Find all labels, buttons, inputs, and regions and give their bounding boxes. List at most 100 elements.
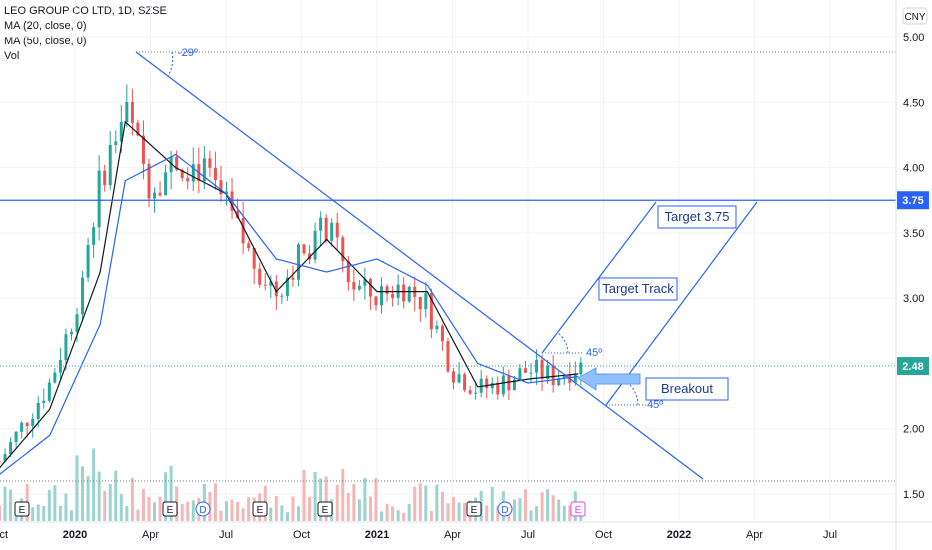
candle-body [169,156,173,173]
volume-bar [236,501,240,521]
x-tick-label: Jul [219,529,233,541]
y-tick-label: 1.50 [903,489,924,501]
target-track-label-box [598,277,678,301]
legend-ma20: MA (20, close, 0) [4,20,87,32]
x-tick-label: Apr [142,529,159,541]
target-label: Target 3.75 [664,209,729,224]
volume-bar [186,501,190,521]
candle-body [302,244,306,254]
volume-bar [363,477,367,521]
candle-body [25,422,29,427]
currency-button-label: CNY [904,12,925,23]
candle-body [75,314,79,332]
volume-bar [103,490,107,521]
volume-bar [435,484,439,521]
candle-body [313,230,317,260]
dividend-marker [195,501,211,517]
candle-body [291,277,295,280]
volume-bar [396,510,400,521]
volume-bar [296,506,300,521]
x-tick-label: Jul [823,529,837,541]
volume-bar [285,512,289,521]
x-tick-label: 2021 [365,529,389,541]
candle-body [81,277,85,315]
volume-bar [219,510,223,521]
volume-bar [385,503,389,521]
x-tick-label: 2020 [63,529,87,541]
volume-bar [9,489,13,521]
candle-body [69,331,73,335]
candle-body [429,293,433,330]
y-tick-label: 3.50 [903,228,924,240]
volume-bar [0,505,1,521]
candle-body [452,371,456,383]
volume-bar [291,496,295,521]
earnings-marker [252,501,268,517]
ma50-line [0,153,579,475]
volume-bar [557,499,561,521]
volume-bar [280,505,284,521]
x-tick-label: Oct [0,529,8,541]
moving-averages [0,120,579,475]
volume-bar [153,502,157,521]
volume-bar [341,468,345,521]
currency-button[interactable] [902,7,928,25]
y-tick-label: 4.50 [903,97,924,109]
candle-body [468,390,472,394]
candle-body [446,341,450,372]
grid [0,0,896,522]
volume-bar [418,483,422,521]
candle-body [158,192,162,196]
candle-body [385,286,389,295]
volume-bar [164,472,168,521]
earnings-marker-label: E [257,505,264,516]
candle-body [186,178,190,182]
last-price-badge-bg [897,357,929,376]
candle-body [440,325,444,342]
candle-body [47,382,51,401]
chart-legend: LEO GROUP CO LTD, 1D, SZSE MA (20, close… [4,4,167,64]
candle-body [490,382,494,389]
candle-body [125,102,129,123]
volume-bar [446,503,450,521]
candle-body [391,294,395,298]
earnings-marker [162,501,178,517]
candle-body [153,192,157,199]
candle-body [324,217,328,241]
candle-body [407,286,411,302]
candle-body [274,281,278,297]
candle-body [496,382,500,395]
volume-bar [413,486,417,521]
candle-body [42,400,46,404]
volume-bar [81,466,85,521]
candle-body [562,375,566,379]
candle-body [180,169,184,179]
volume-bar [518,498,522,521]
volume-bar [269,507,273,521]
angle-label-low: 45º [647,399,663,411]
volume-bar [213,483,217,521]
volume-bar [313,471,317,521]
volume-bar [346,492,350,521]
angle-arc-top [167,51,174,77]
candle-body [175,156,179,170]
candle-body [402,284,406,302]
channel-lower-line [605,201,758,406]
candle-body [540,359,544,379]
target-track-label: Target Track [602,281,674,296]
annotation-labels: Target 3.75 Target Track Breakout -29º 45º 45… [178,47,737,411]
earnings-marker-label: E [167,505,174,516]
volume-bar [31,507,35,521]
volume-bar [352,484,356,521]
angle-arc-low [627,382,639,406]
volume-bar [136,509,140,521]
volume-bar [490,487,494,521]
candle-body [208,158,212,168]
x-tick-label: 2022 [667,529,691,541]
volume-bar [402,512,406,521]
volume-bar [119,493,123,521]
volume-bar [230,499,234,521]
earnings-marker [466,501,482,517]
volume-bar [247,497,251,521]
